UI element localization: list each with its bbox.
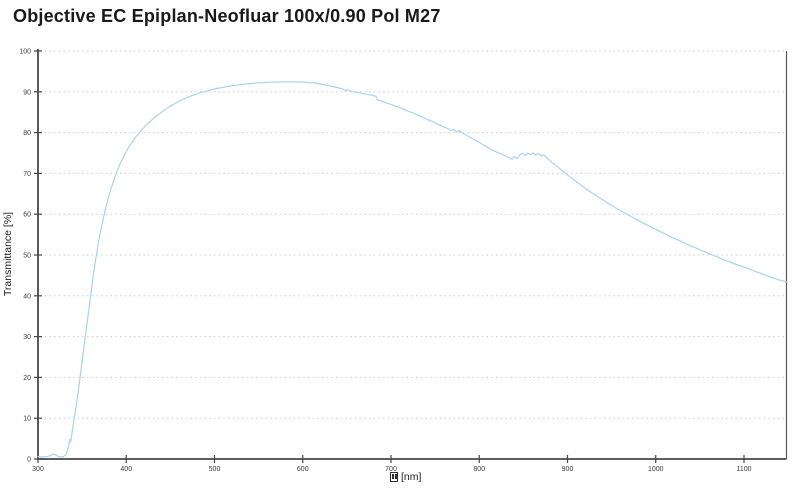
y-tick-label-0: 0 bbox=[27, 457, 31, 464]
x-tick-label-700: 700 bbox=[385, 466, 397, 473]
x-tick-label-300: 300 bbox=[32, 466, 44, 473]
x-tick-label-900: 900 bbox=[562, 466, 574, 473]
x-tick-label-1100: 1100 bbox=[736, 466, 751, 473]
x-axis-unit: [nm] bbox=[401, 470, 422, 483]
y-tick-label-40: 40 bbox=[23, 293, 31, 300]
x-tick-label-600: 600 bbox=[297, 466, 309, 473]
y-tick-label-70: 70 bbox=[23, 171, 31, 178]
x-tick-label-500: 500 bbox=[209, 466, 221, 473]
chart-title: Objective EC Epiplan-Neofluar 100x/0.90 … bbox=[13, 6, 441, 26]
y-axis-title: Transmittance [%] bbox=[2, 211, 14, 297]
x-tick-label-800: 800 bbox=[473, 466, 485, 473]
x-tick-label-1000: 1000 bbox=[648, 466, 664, 473]
missing-glyph-box bbox=[390, 471, 398, 482]
y-tick-label-30: 30 bbox=[23, 334, 31, 341]
x-axis-title: [nm] bbox=[390, 470, 421, 483]
y-tick-label-80: 80 bbox=[23, 130, 31, 137]
y-tick-label-60: 60 bbox=[23, 212, 31, 219]
y-tick-label-20: 20 bbox=[23, 375, 31, 382]
transmittance-curve bbox=[37, 81, 788, 458]
y-tick-label-50: 50 bbox=[23, 253, 31, 260]
y-tick-label-10: 10 bbox=[23, 416, 31, 423]
x-tick-label-400: 400 bbox=[120, 466, 132, 473]
y-tick-label-100: 100 bbox=[19, 49, 31, 56]
y-tick-label-90: 90 bbox=[23, 89, 31, 96]
